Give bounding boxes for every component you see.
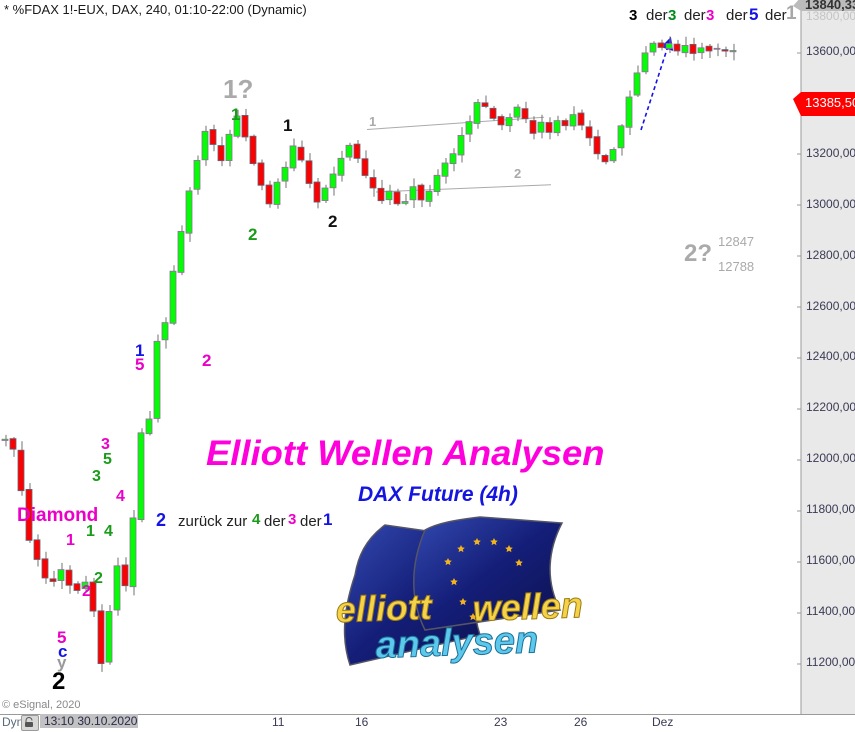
svg-text:analysen: analysen — [375, 619, 539, 667]
